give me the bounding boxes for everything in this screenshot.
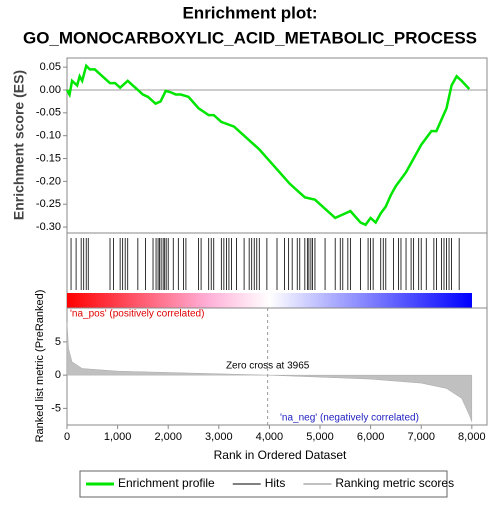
x-tick-label: 5,000 bbox=[306, 431, 334, 443]
pos-label: 'na_pos' (positively correlated) bbox=[70, 309, 204, 320]
y-tick-label: -0.05 bbox=[36, 107, 61, 119]
y-tick-label: -0.20 bbox=[36, 175, 61, 187]
legend-label: Ranking metric scores bbox=[335, 476, 454, 490]
y-axis-label: Ranked list metric (PreRanked) bbox=[34, 290, 46, 443]
x-axis-label: Rank in Ordered Dataset bbox=[214, 448, 347, 462]
x-tick-label: 1,000 bbox=[104, 431, 132, 443]
y-tick-label: -0.30 bbox=[36, 221, 61, 233]
x-tick-label: 6,000 bbox=[357, 431, 385, 443]
y-tick-label: 0 bbox=[55, 369, 61, 381]
chart-title: Enrichment plot: bbox=[182, 3, 317, 22]
x-tick-label: 4,000 bbox=[256, 431, 284, 443]
y-tick-label: 0.00 bbox=[40, 84, 61, 96]
neg-label: 'na_neg' (negatively correlated) bbox=[280, 413, 419, 424]
x-tick-label: 0 bbox=[64, 431, 70, 443]
x-tick-label: 8,000 bbox=[458, 431, 486, 443]
y-tick-label: -0.15 bbox=[36, 152, 61, 164]
x-tick-label: 2,000 bbox=[154, 431, 182, 443]
legend-label: Hits bbox=[265, 476, 286, 490]
y-tick-label: 0.05 bbox=[40, 61, 61, 73]
y-tick-label: -5 bbox=[51, 402, 61, 414]
y-tick-label: -0.25 bbox=[36, 198, 61, 210]
es-line bbox=[65, 63, 471, 227]
x-tick-label: 7,000 bbox=[407, 431, 435, 443]
legend bbox=[79, 470, 448, 498]
legend-label: Enrichment profile bbox=[118, 476, 215, 490]
chart-subtitle: GO_MONOCARBOXYLIC_ACID_METABOLIC_PROCESS bbox=[23, 28, 477, 47]
y-axis-label: Enrichment score (ES) bbox=[11, 70, 27, 220]
x-tick-label: 3,000 bbox=[205, 431, 233, 443]
legend-items: Enrichment profile Hits Ranking metric sco… bbox=[86, 476, 454, 490]
y-tick-label: 5 bbox=[55, 336, 61, 348]
metric-area bbox=[66, 321, 473, 422]
y-tick-label: -0.10 bbox=[36, 130, 61, 142]
zero-cross-label: Zero cross at 3965 bbox=[226, 361, 310, 372]
color-bar bbox=[67, 293, 472, 308]
